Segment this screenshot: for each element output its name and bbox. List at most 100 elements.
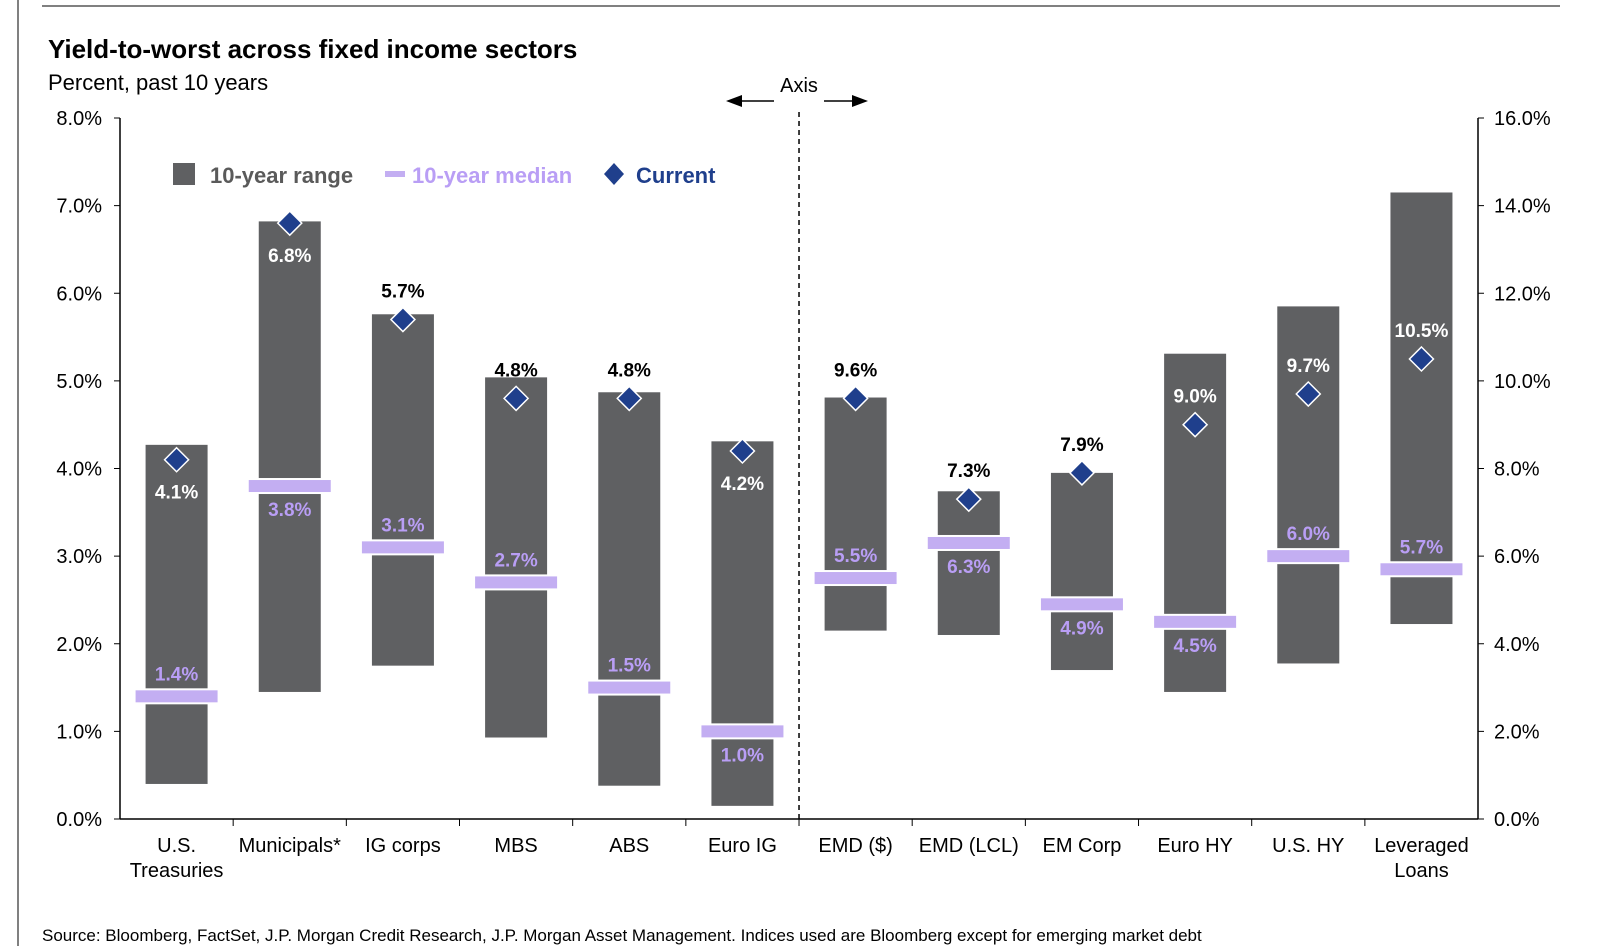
current-marker (503, 385, 530, 412)
median-label: 1.0% (721, 745, 764, 766)
category-label: U.S. (157, 835, 196, 857)
category-label: EM Corp (1042, 835, 1121, 857)
left-tick-label: 7.0% (56, 196, 102, 218)
current-marker (276, 210, 303, 237)
median-marker (1152, 613, 1239, 630)
legend-range-swatch (173, 163, 195, 185)
current-marker (842, 385, 869, 412)
current-marker (1408, 345, 1435, 373)
current-label: 7.3% (947, 461, 990, 482)
median-marker (586, 679, 673, 696)
median-marker (925, 534, 1012, 551)
median-label: 6.3% (947, 557, 990, 578)
median-marker (699, 723, 786, 740)
range-bar (1164, 353, 1227, 692)
median-marker (246, 478, 333, 495)
left-tick-label: 8.0% (56, 108, 102, 130)
current-marker (1182, 411, 1209, 438)
median-label: 1.4% (155, 664, 198, 685)
chart-title: Yield-to-worst across fixed income secto… (48, 34, 578, 64)
current-marker (163, 446, 190, 473)
current-label: 10.5% (1395, 321, 1449, 342)
median-marker (473, 574, 560, 591)
left-arrow-icon (726, 95, 742, 107)
median-label: 5.5% (834, 546, 877, 567)
median-marker (359, 539, 446, 556)
right-arrow-icon (852, 95, 868, 107)
left-tick-label: 1.0% (56, 721, 102, 743)
category-label: Euro HY (1157, 835, 1233, 857)
left-tick-label: 2.0% (56, 634, 102, 656)
right-tick-label: 14.0% (1494, 196, 1551, 218)
current-label: 7.9% (1060, 435, 1103, 456)
median-label: 2.7% (494, 550, 537, 571)
range-bar (1277, 306, 1340, 664)
left-tick-label: 6.0% (56, 283, 102, 305)
median-label: 4.9% (1060, 618, 1103, 639)
current-label: 4.1% (155, 483, 198, 504)
right-tick-label: 6.0% (1494, 546, 1540, 568)
range-bar (1050, 472, 1113, 671)
left-tick-label: 5.0% (56, 371, 102, 393)
plot-area: 0.0% 1.0% 2.0% 3.0% 4.0% 5.0% 6.0% 7.0% 8.0% 0.0%… (56, 75, 1551, 882)
legend-current-label: Current (636, 163, 716, 188)
current-marker (955, 486, 982, 513)
category-label: ABS (609, 835, 649, 857)
right-tick-label: 16.0% (1494, 108, 1551, 130)
chart-subtitle: Percent, past 10 years (48, 70, 269, 95)
current-marker (729, 437, 756, 465)
range-bar (1390, 192, 1453, 625)
category-label: IG corps (365, 835, 441, 857)
current-label: 4.2% (721, 474, 764, 495)
right-tick-label: 8.0% (1494, 459, 1540, 481)
right-tick-label: 0.0% (1494, 809, 1540, 831)
category-label: Municipals* (239, 835, 341, 857)
range-bar (824, 397, 887, 631)
right-tick-label: 10.0% (1494, 371, 1551, 393)
left-tick-label: 4.0% (56, 459, 102, 481)
legend-range-label: 10-year range (210, 163, 353, 188)
range-bar (598, 392, 661, 786)
left-tick-label: 3.0% (56, 546, 102, 568)
range-bar (371, 314, 434, 666)
current-marker (616, 385, 643, 412)
right-tick-label: 12.0% (1494, 283, 1551, 305)
category-label: EMD ($) (818, 835, 892, 857)
median-label: 5.7% (1400, 537, 1443, 558)
current-marker (1295, 380, 1322, 408)
current-label: 4.8% (494, 360, 537, 381)
range-bar (937, 491, 1000, 635)
median-label: 4.5% (1173, 636, 1216, 657)
current-label: 6.8% (268, 246, 311, 267)
axis-note: Axis (780, 75, 818, 97)
category-label: MBS (494, 835, 537, 857)
median-label: 1.5% (608, 656, 651, 677)
current-label: 4.8% (608, 360, 651, 381)
category-label: Loans (1394, 860, 1449, 882)
range-bar (485, 377, 548, 738)
legend-median-swatch (385, 171, 405, 177)
range-bar (711, 441, 774, 806)
median-marker (133, 688, 220, 705)
range-bar (258, 221, 321, 692)
category-label: U.S. HY (1272, 835, 1344, 857)
median-marker (1038, 596, 1125, 613)
median-label: 3.1% (381, 515, 424, 536)
right-tick-label: 4.0% (1494, 634, 1540, 656)
legend-current-swatch (604, 163, 624, 185)
current-marker (389, 306, 416, 333)
left-tick-label: 0.0% (56, 809, 102, 831)
current-label: 5.7% (381, 282, 424, 303)
range-bar (145, 444, 208, 784)
median-label: 6.0% (1287, 524, 1330, 545)
current-label: 9.7% (1287, 356, 1330, 377)
category-label: EMD (LCL) (919, 835, 1019, 857)
category-label: Euro IG (708, 835, 777, 857)
category-label: Treasuries (130, 860, 224, 882)
current-label: 9.6% (834, 360, 877, 381)
current-marker (1068, 459, 1096, 486)
median-label: 3.8% (268, 500, 311, 521)
source-note: Source: Bloomberg, FactSet, J.P. Morgan … (42, 926, 1202, 945)
legend-median-label: 10-year median (412, 163, 572, 188)
right-tick-label: 2.0% (1494, 721, 1540, 743)
